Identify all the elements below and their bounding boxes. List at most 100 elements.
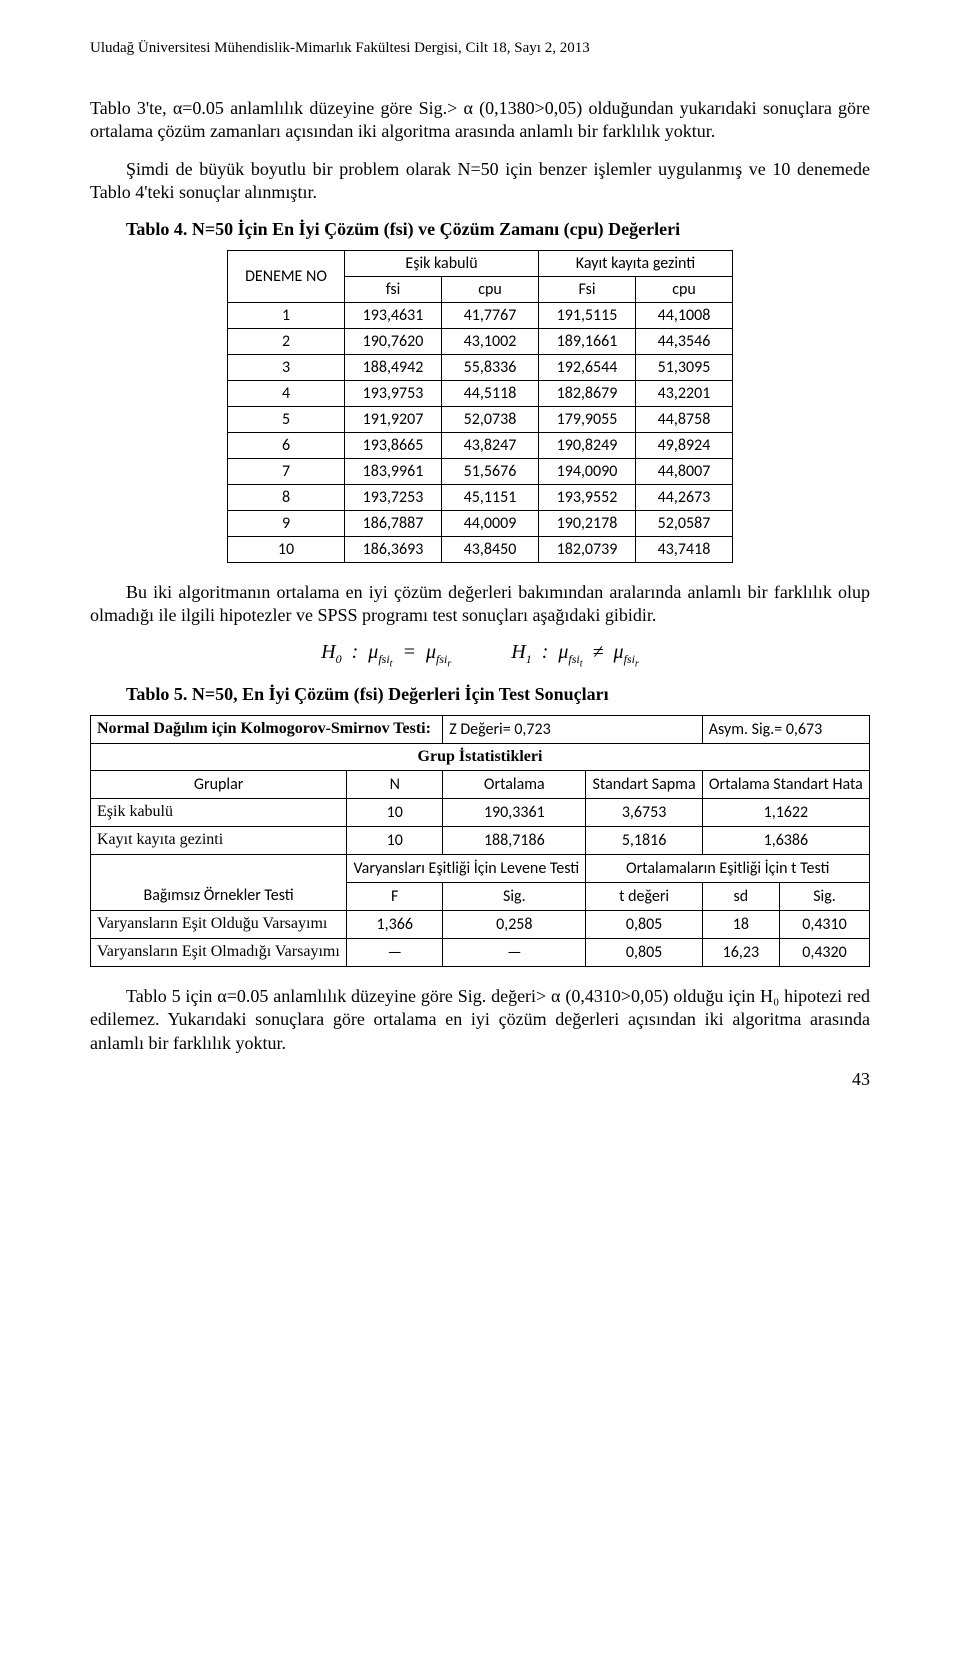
table-cell: 4 — [228, 380, 345, 406]
table-cell: 8 — [228, 484, 345, 510]
table5-v1-sig: 0,258 — [443, 910, 586, 938]
table5-col-sig2: Sig. — [779, 882, 869, 910]
table5-levene: Varyansları Eşitliği İçin Levene Testi — [347, 854, 586, 882]
paragraph-4: Tablo 5 için α=0.05 anlamlılık düzeyine … — [90, 985, 870, 1055]
table5-v1-sig2: 0,4310 — [779, 910, 869, 938]
table5-col-sig: Sig. — [443, 882, 586, 910]
table5-g1-label: Eşik kabulü — [91, 798, 347, 826]
table5-h-osh: Ortalama Standart Hata — [702, 770, 869, 798]
table-cell: 186,7887 — [345, 510, 442, 536]
table-cell: 43,2201 — [636, 380, 733, 406]
table5-grp-row-1: Eşik kabulü 10 190,3361 3,6753 1,1622 — [91, 798, 870, 826]
table-row: 3188,494255,8336192,654451,3095 — [228, 354, 733, 380]
table-cell: 1 — [228, 302, 345, 328]
table5-v2-sd: 16,23 — [702, 938, 779, 966]
table-cell: 179,9055 — [539, 406, 636, 432]
table-cell: 55,8336 — [442, 354, 539, 380]
table5-ks-row: Normal Dağılım için Kolmogorov-Smirnov T… — [91, 715, 870, 743]
table-cell: 44,3546 — [636, 328, 733, 354]
formula-sub-fsit-2: fsit — [568, 652, 582, 666]
table-cell: 193,8665 — [345, 432, 442, 458]
table-cell: 6 — [228, 432, 345, 458]
page: Uludağ Üniversitesi Mühendislik-Mimarlık… — [0, 0, 960, 1130]
table-cell: 52,0587 — [636, 510, 733, 536]
table-cell: 194,0090 — [539, 458, 636, 484]
table5-test-header-row: Varyansları Eşitliği İçin Levene Testi O… — [91, 854, 870, 882]
table5-h-ort: Ortalama — [443, 770, 586, 798]
table5-g1-n: 10 — [347, 798, 443, 826]
table5-v1-f: 1,366 — [347, 910, 443, 938]
table-row: 10186,369343,8450182,073943,7418 — [228, 536, 733, 562]
table5-col-sd: sd — [702, 882, 779, 910]
table-cell: 9 — [228, 510, 345, 536]
table-cell: 191,5115 — [539, 302, 636, 328]
table-cell: 182,0739 — [539, 536, 636, 562]
table4-col-fsi2: Fsi — [539, 276, 636, 302]
table-cell: 192,6544 — [539, 354, 636, 380]
paragraph-1: Tablo 3'te, α=0.05 anlamlılık düzeyine g… — [90, 97, 870, 144]
formula-mu3: μ — [558, 641, 568, 663]
table5-vrow-2: Varyansların Eşit Olmadığı Varsayımı — —… — [91, 938, 870, 966]
formula-h0-index: 0 — [336, 652, 342, 666]
table5-g2-label: Kayıt kayıta gezinti — [91, 826, 347, 854]
table5-v2-sig: — — [443, 938, 586, 966]
table-cell: 190,7620 — [345, 328, 442, 354]
table-cell: 5 — [228, 406, 345, 432]
table-cell: 43,7418 — [636, 536, 733, 562]
formula-sub-fsir-2: fsir — [624, 652, 639, 666]
table-cell: 10 — [228, 536, 345, 562]
table4-caption: Tablo 4. N=50 İçin En İyi Çözüm (fsi) ve… — [90, 219, 870, 240]
table-row: 1193,463141,7767191,511544,1008 — [228, 302, 733, 328]
table-cell: 52,0738 — [442, 406, 539, 432]
table-cell: 183,9961 — [345, 458, 442, 484]
page-number: 43 — [90, 1069, 870, 1090]
table-row: 4193,975344,5118182,867943,2201 — [228, 380, 733, 406]
table5-v2-sig2: 0,4320 — [779, 938, 869, 966]
formula-h: H — [321, 641, 335, 663]
table-cell: 44,1008 — [636, 302, 733, 328]
table5-vareq-label: Varyansların Eşit Olduğu Varsayımı — [91, 910, 347, 938]
table-cell: 193,9753 — [345, 380, 442, 406]
formula-mu4: μ — [614, 641, 624, 663]
table4-col-cpu1: cpu — [442, 276, 539, 302]
table-cell: 186,3693 — [345, 536, 442, 562]
table5-v1-t: 0,805 — [586, 910, 702, 938]
table5-grup-istat: Grup İstatistikleri — [91, 743, 870, 770]
paragraph-3: Bu iki algoritmanın ortalama en iyi çözü… — [90, 581, 870, 628]
table5-grup-istat-row: Grup İstatistikleri — [91, 743, 870, 770]
table5-v2-t: 0,805 — [586, 938, 702, 966]
table4-col-fsi1: fsi — [345, 276, 442, 302]
formula-sub-fsir-1: fsir — [436, 652, 451, 666]
table5-col-t: t değeri — [586, 882, 702, 910]
table-row: 7183,996151,5676194,009044,8007 — [228, 458, 733, 484]
table5-v2-f: — — [347, 938, 443, 966]
formula-mu2: μ — [426, 641, 436, 663]
table5-h-ss: Standart Sapma — [586, 770, 702, 798]
table5-bot-label: Bağımsız Örnekler Testi — [91, 882, 347, 910]
journal-header: Uludağ Üniversitesi Mühendislik-Mimarlık… — [90, 40, 870, 57]
table-5: Normal Dağılım için Kolmogorov-Smirnov T… — [90, 715, 870, 967]
table-cell: 189,1661 — [539, 328, 636, 354]
table-cell: 188,4942 — [345, 354, 442, 380]
table-cell: 49,8924 — [636, 432, 733, 458]
formula-h1-index: 1 — [526, 652, 532, 666]
table5-g2-n: 10 — [347, 826, 443, 854]
table5-h-n: N — [347, 770, 443, 798]
table-cell: 190,2178 — [539, 510, 636, 536]
table-cell: 2 — [228, 328, 345, 354]
table5-col-f: F — [347, 882, 443, 910]
table5-ttest: Ortalamaların Eşitliği İçin t Testi — [586, 854, 870, 882]
table5-g2-ort: 188,7186 — [443, 826, 586, 854]
table-cell: 43,1002 — [442, 328, 539, 354]
table5-v1-sd: 18 — [702, 910, 779, 938]
table-cell: 193,7253 — [345, 484, 442, 510]
hypothesis-formula: H0 : μfsit = μfsir H1 : μfsit ≠ μfsir — [90, 641, 870, 669]
table5-ks-label: Normal Dağılım için Kolmogorov-Smirnov T… — [91, 715, 443, 743]
table5-test-cols-row: Bağımsız Örnekler Testi F Sig. t değeri … — [91, 882, 870, 910]
table4-col-cpu2: cpu — [636, 276, 733, 302]
table-cell: 44,0009 — [442, 510, 539, 536]
table-cell: 3 — [228, 354, 345, 380]
table-row: 2190,762043,1002189,166144,3546 — [228, 328, 733, 354]
table5-vrow-1: Varyansların Eşit Olduğu Varsayımı 1,366… — [91, 910, 870, 938]
table5-varneq-label: Varyansların Eşit Olmadığı Varsayımı — [91, 938, 347, 966]
